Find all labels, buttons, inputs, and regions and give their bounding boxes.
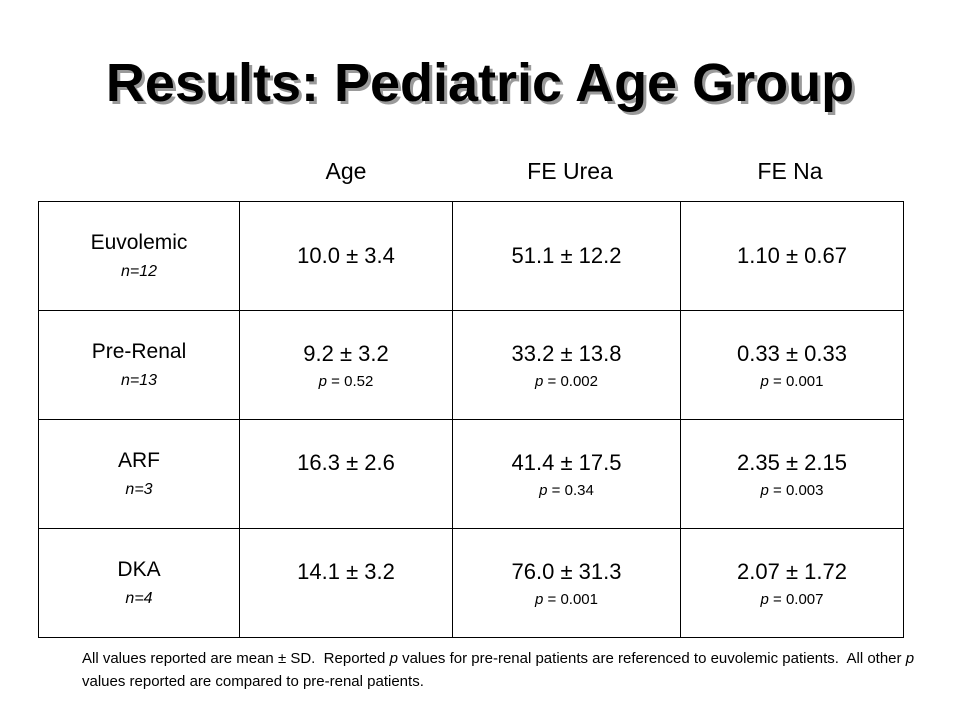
table-cell: 16.3 ± 2.6	[239, 419, 453, 529]
p-value: p = 0.003	[760, 481, 824, 499]
p-value: p = 0.002	[535, 372, 598, 390]
row-n: n=3	[125, 481, 153, 498]
cell-value: 2.35 ± 2.15	[737, 449, 847, 475]
column-header-fe-na: FE Na	[757, 158, 823, 184]
table-cell: 76.0 ± 31.3 p = 0.001	[452, 528, 681, 638]
table-cell: 0.33 ± 0.33 p = 0.001	[680, 310, 904, 420]
column-header-fe-urea: FE Urea	[527, 158, 613, 184]
cell-value: 41.4 ± 17.5	[511, 449, 622, 475]
cell-value: 1.10 ± 0.67	[737, 243, 847, 268]
table-cell: 1.10 ± 0.67	[680, 201, 904, 311]
table-cell: 2.07 ± 1.72 p = 0.007	[680, 528, 904, 638]
row-label: Pre-Renal	[91, 340, 187, 363]
table-cell: 41.4 ± 17.5 p = 0.34	[452, 419, 681, 529]
row-label-cell: DKA n=4	[38, 528, 240, 638]
cell-value: 2.07 ± 1.72	[737, 558, 847, 584]
cell-value: 0.33 ± 0.33	[737, 340, 847, 366]
table-row: DKA n=4 14.1 ± 3.2 76.0 ± 31.3 p = 0.001…	[38, 528, 904, 638]
cell-value: 16.3 ± 2.6	[297, 449, 395, 475]
table-cell: 9.2 ± 3.2 p = 0.52	[239, 310, 453, 420]
row-label-cell: Pre-Renal n=13	[38, 310, 240, 420]
table-row: ARF n=3 16.3 ± 2.6 41.4 ± 17.5 p = 0.34 …	[38, 419, 904, 529]
cell-value: 14.1 ± 3.2	[297, 558, 395, 584]
p-value: p = 0.34	[539, 481, 594, 499]
row-n: n=4	[125, 590, 153, 607]
cell-value: 9.2 ± 3.2	[303, 340, 389, 366]
cell-value: 51.1 ± 12.2	[511, 243, 622, 268]
row-label-cell: ARF n=3	[38, 419, 240, 529]
cell-value: 10.0 ± 3.4	[297, 243, 395, 268]
row-n: n=12	[120, 263, 158, 280]
column-header-age: Age	[325, 158, 367, 184]
p-value: p = 0.001	[760, 372, 824, 390]
p-value: p = 0.001	[535, 590, 598, 608]
cell-value: 76.0 ± 31.3	[511, 558, 622, 584]
row-label: DKA	[117, 558, 161, 581]
table-row: Euvolemic n=12 10.0 ± 3.4 51.1 ± 12.2 1.…	[38, 201, 904, 311]
table-cell: 2.35 ± 2.15 p = 0.003	[680, 419, 904, 529]
cell-value: 33.2 ± 13.8	[511, 340, 622, 366]
table-cell: 33.2 ± 13.8 p = 0.002	[452, 310, 681, 420]
page-title: Results: Pediatric Age Group	[105, 53, 855, 113]
p-value: p = 0.52	[318, 372, 374, 390]
row-label: ARF	[118, 449, 160, 472]
results-table: Euvolemic n=12 10.0 ± 3.4 51.1 ± 12.2 1.…	[38, 201, 904, 638]
table-row: Pre-Renal n=13 9.2 ± 3.2 p = 0.52 33.2 ±…	[38, 310, 904, 420]
table-cell: 51.1 ± 12.2	[452, 201, 681, 311]
table-cell: 14.1 ± 3.2	[239, 528, 453, 638]
footnote: All values reported are mean ± SD. Repor…	[82, 650, 915, 690]
row-label: Euvolemic	[90, 231, 188, 254]
table-cell: 10.0 ± 3.4	[239, 201, 453, 311]
p-value: p = 0.007	[760, 590, 824, 608]
row-label-cell: Euvolemic n=12	[38, 201, 240, 311]
row-n: n=13	[120, 372, 158, 389]
